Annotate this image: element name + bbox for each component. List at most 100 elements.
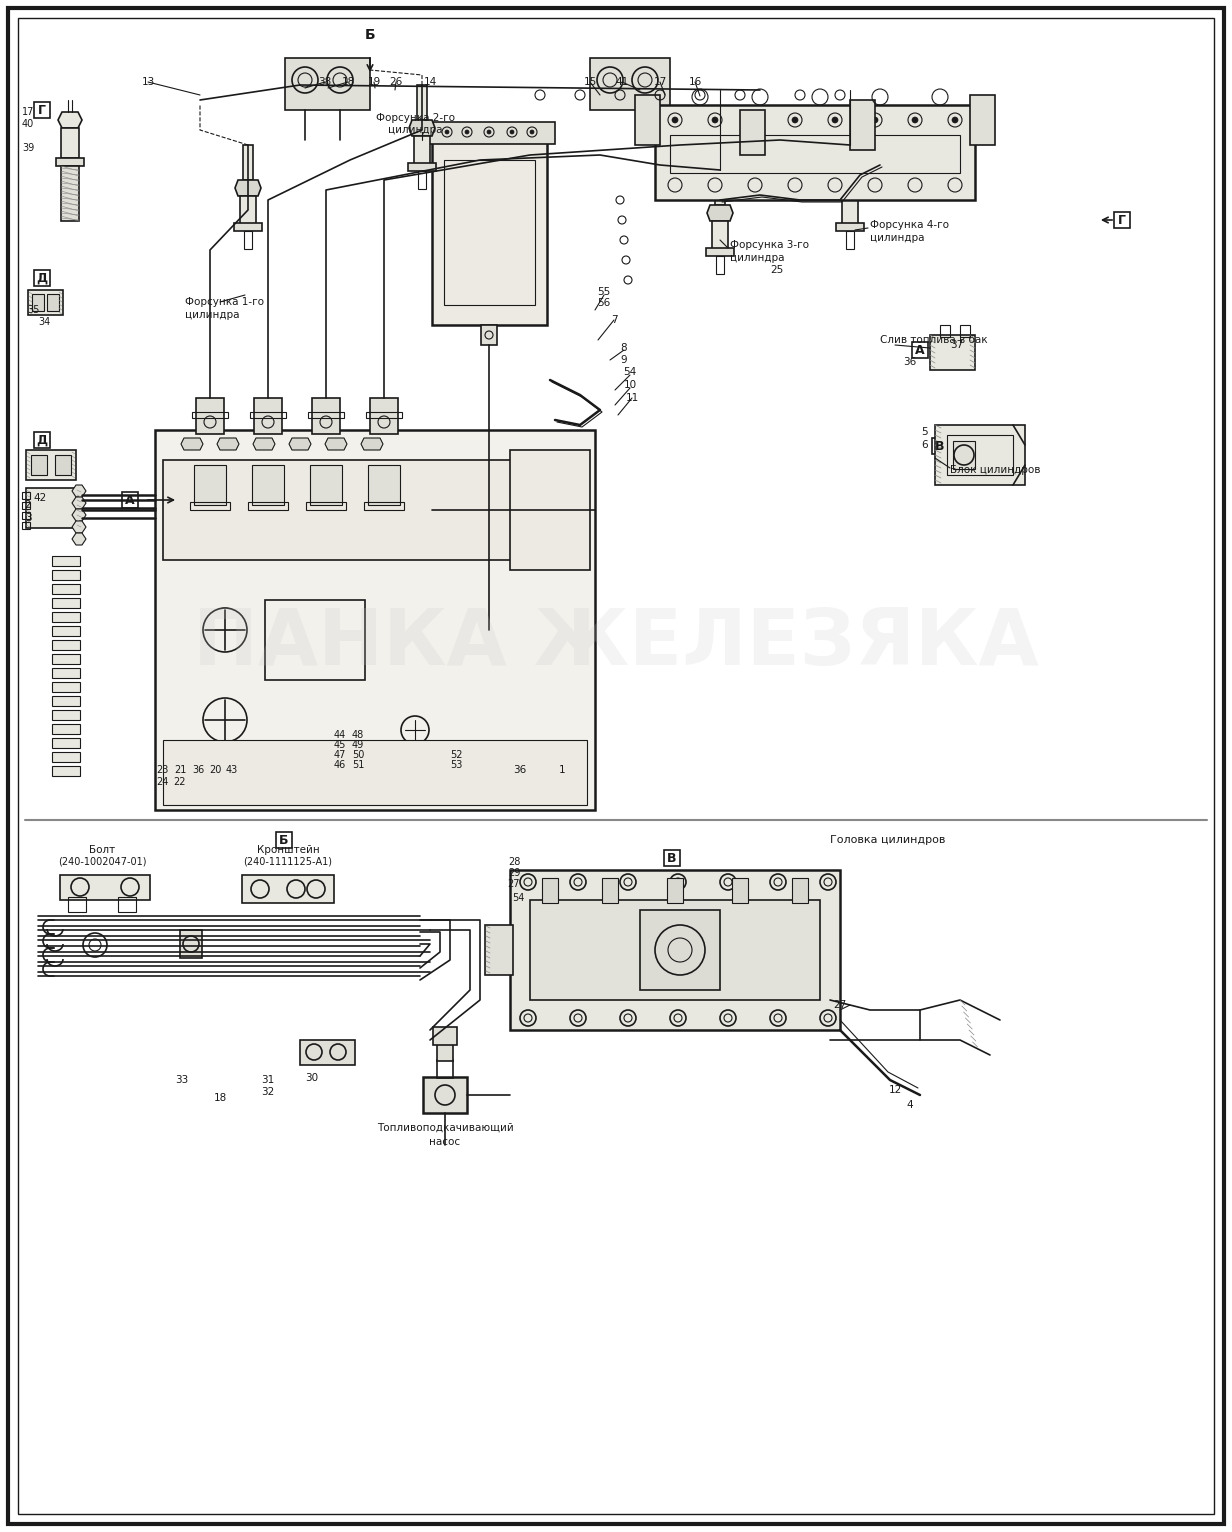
Bar bbox=[954, 441, 975, 469]
Bar bbox=[485, 925, 513, 974]
Bar bbox=[366, 412, 402, 418]
Polygon shape bbox=[181, 438, 203, 450]
Bar bbox=[52, 738, 80, 748]
Text: Б: Б bbox=[280, 833, 288, 847]
Text: 22: 22 bbox=[174, 777, 186, 787]
Bar bbox=[312, 398, 340, 434]
Bar bbox=[837, 224, 864, 231]
Bar bbox=[716, 256, 724, 274]
Bar bbox=[715, 170, 724, 205]
Circle shape bbox=[872, 116, 878, 123]
Bar bbox=[52, 696, 80, 706]
Polygon shape bbox=[837, 179, 862, 196]
Bar bbox=[47, 294, 59, 311]
Bar bbox=[52, 570, 80, 581]
Text: 37: 37 bbox=[950, 340, 963, 349]
Bar bbox=[408, 162, 436, 172]
Bar bbox=[444, 159, 535, 305]
Bar bbox=[52, 752, 80, 761]
Text: Д: Д bbox=[37, 434, 48, 446]
Bar bbox=[432, 1026, 457, 1045]
Bar bbox=[437, 1043, 453, 1062]
Text: 32: 32 bbox=[261, 1088, 275, 1097]
Bar bbox=[34, 432, 51, 447]
Bar bbox=[122, 492, 138, 509]
Bar bbox=[712, 221, 728, 251]
Text: (240-1111125-А1): (240-1111125-А1) bbox=[244, 856, 333, 867]
Circle shape bbox=[752, 116, 758, 123]
Bar bbox=[960, 325, 970, 337]
Bar bbox=[52, 640, 80, 650]
Bar bbox=[52, 654, 80, 663]
Circle shape bbox=[510, 130, 514, 133]
Bar bbox=[22, 522, 30, 529]
Text: Слив топлива в бак: Слив топлива в бак bbox=[880, 336, 988, 345]
Bar bbox=[250, 412, 286, 418]
Bar bbox=[935, 424, 1025, 486]
Bar bbox=[1114, 211, 1130, 228]
Circle shape bbox=[445, 130, 448, 133]
Text: 13: 13 bbox=[142, 77, 155, 87]
Bar bbox=[418, 172, 426, 188]
Bar bbox=[52, 611, 80, 622]
Text: 54: 54 bbox=[511, 893, 524, 902]
Polygon shape bbox=[71, 521, 86, 533]
Bar bbox=[940, 325, 950, 337]
Text: Топливоподкачивающий: Топливоподкачивающий bbox=[377, 1123, 514, 1134]
Text: 4: 4 bbox=[907, 1100, 913, 1111]
Bar bbox=[732, 878, 748, 902]
Polygon shape bbox=[409, 119, 435, 136]
Bar bbox=[22, 492, 30, 499]
Text: 55: 55 bbox=[598, 286, 611, 297]
Bar bbox=[55, 158, 84, 165]
Bar bbox=[841, 196, 857, 227]
Text: цилиндра: цилиндра bbox=[870, 233, 924, 244]
Text: 1: 1 bbox=[558, 764, 565, 775]
Text: 30: 30 bbox=[306, 1072, 319, 1083]
Bar bbox=[52, 627, 80, 636]
Bar bbox=[414, 136, 430, 165]
Bar bbox=[31, 455, 47, 475]
Bar bbox=[363, 502, 404, 510]
Polygon shape bbox=[71, 496, 86, 509]
Bar bbox=[667, 878, 683, 902]
Text: ПАНКА ЖЕЛЕЗЯКА: ПАНКА ЖЕЛЕЗЯКА bbox=[193, 605, 1039, 682]
Text: 34: 34 bbox=[38, 317, 51, 326]
Bar bbox=[590, 58, 670, 110]
Circle shape bbox=[792, 116, 798, 123]
Bar bbox=[240, 196, 256, 227]
Text: 8: 8 bbox=[621, 343, 627, 352]
Text: 17: 17 bbox=[653, 77, 667, 87]
Bar bbox=[52, 766, 80, 777]
Bar bbox=[26, 450, 76, 480]
Text: цилиндра: цилиндра bbox=[388, 126, 442, 135]
Bar bbox=[931, 438, 947, 453]
Text: 5: 5 bbox=[922, 427, 929, 437]
Text: Г: Г bbox=[1117, 213, 1126, 227]
Text: 38: 38 bbox=[318, 77, 331, 87]
Text: 3: 3 bbox=[25, 513, 31, 522]
Text: 56: 56 bbox=[598, 299, 611, 308]
Bar bbox=[432, 139, 547, 325]
Bar bbox=[32, 294, 44, 311]
Bar bbox=[52, 725, 80, 734]
Bar bbox=[34, 103, 51, 118]
Bar bbox=[26, 489, 81, 529]
Text: Б: Б bbox=[365, 28, 376, 41]
Bar bbox=[60, 875, 150, 899]
Text: А: А bbox=[126, 493, 134, 507]
Bar bbox=[52, 556, 80, 565]
Text: Форсунка 3-го: Форсунка 3-го bbox=[731, 241, 809, 250]
Text: цилиндра: цилиндра bbox=[185, 309, 239, 320]
Text: 16: 16 bbox=[689, 77, 702, 87]
Circle shape bbox=[530, 130, 533, 133]
Text: 53: 53 bbox=[450, 760, 462, 771]
Bar bbox=[970, 95, 995, 146]
Text: 45: 45 bbox=[334, 740, 346, 751]
Circle shape bbox=[464, 130, 469, 133]
Bar bbox=[530, 899, 821, 1000]
Polygon shape bbox=[253, 438, 275, 450]
Text: 46: 46 bbox=[334, 760, 346, 771]
Text: 23: 23 bbox=[155, 764, 169, 775]
Polygon shape bbox=[71, 509, 86, 521]
